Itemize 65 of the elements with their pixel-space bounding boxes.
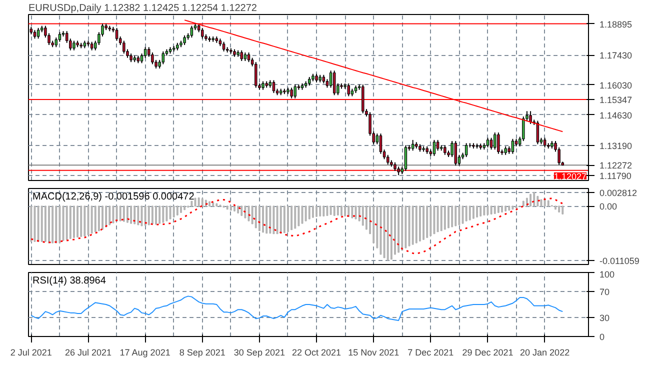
chart-title: MACD(12,26,9) -0.001596 0.000472 <box>32 192 195 202</box>
candlestick <box>115 27 118 42</box>
y-tick-label: 70 <box>600 287 610 298</box>
y-tick-label: -0.011059 <box>600 256 640 266</box>
candlestick <box>290 87 293 99</box>
candlestick <box>247 52 250 63</box>
candlestick <box>183 34 186 46</box>
candlestick <box>254 62 258 88</box>
y-tick-label: 0.00 <box>600 202 618 212</box>
candlestick <box>144 46 147 58</box>
candlestick <box>511 138 514 154</box>
x-tick-label: 2 Jul 2021 <box>10 348 52 358</box>
candlestick <box>332 70 336 96</box>
candlestick <box>543 137 546 148</box>
x-tick-label: 26 Jul 2021 <box>64 348 112 358</box>
y-tick-label: 1.16030 <box>600 80 632 90</box>
candlestick <box>58 32 62 42</box>
x-tick-label: 20 Jan 2022 <box>520 348 570 358</box>
y-tick-label: 1.17430 <box>600 50 632 61</box>
candlestick <box>190 25 194 38</box>
candlestick <box>294 84 296 99</box>
candlestick <box>162 50 165 65</box>
candlestick <box>486 137 490 148</box>
x-tick-label: 22 Oct 2021 <box>292 348 342 358</box>
y-tick-label: 1.14630 <box>600 110 632 120</box>
x-tick-label: 30 Sep 2021 <box>234 348 285 358</box>
candlestick <box>432 139 436 156</box>
candlestick <box>201 27 204 40</box>
candlestick <box>36 27 40 40</box>
x-tick-label: 7 Dec 2021 <box>408 348 454 358</box>
ref-line-label: 1.12272 <box>600 160 632 171</box>
candlestick <box>404 144 408 172</box>
candlestick <box>411 139 414 152</box>
candlestick <box>122 40 126 54</box>
candlestick <box>222 41 226 52</box>
y-tick-label: 1.13190 <box>600 141 632 152</box>
candlestick <box>272 80 276 94</box>
y-tick-label: 100 <box>600 270 615 280</box>
x-tick-label: 17 Aug 2021 <box>120 348 170 358</box>
y-tick-label: 0.002812 <box>600 188 638 198</box>
chart-title: RSI(14) 38.8964 <box>32 276 106 286</box>
candlestick <box>454 140 458 166</box>
candlestick <box>464 142 468 158</box>
y-tick-label: 1.11790 <box>600 170 632 181</box>
ref-line-label: 1.15347 <box>600 94 632 105</box>
candlestick <box>240 50 243 62</box>
candlestick <box>444 144 446 156</box>
candlestick <box>379 133 382 154</box>
x-tick-label: 29 Dec 2021 <box>462 348 514 358</box>
y-tick-label: 0 <box>600 332 605 342</box>
ref-line-label: 1.18895 <box>600 19 632 30</box>
line-series <box>30 296 564 321</box>
candlestick <box>497 132 500 154</box>
y-tick-label: 30 <box>600 312 610 323</box>
candlestick <box>529 110 532 124</box>
candlestick <box>140 53 144 64</box>
chart-title: EURUSDp,Daily 1.12382 1.12425 1.12254 1.12272 <box>28 3 258 14</box>
x-tick-label: 15 Nov 2021 <box>348 348 400 358</box>
ref-line-label: 1.12027 <box>554 171 587 182</box>
candlestick <box>490 137 493 150</box>
candlestick <box>436 139 440 152</box>
candlestick <box>494 132 496 150</box>
x-tick-label: 8 Sep 2021 <box>179 348 226 358</box>
candlestick <box>72 40 76 51</box>
candlestick <box>347 82 350 97</box>
